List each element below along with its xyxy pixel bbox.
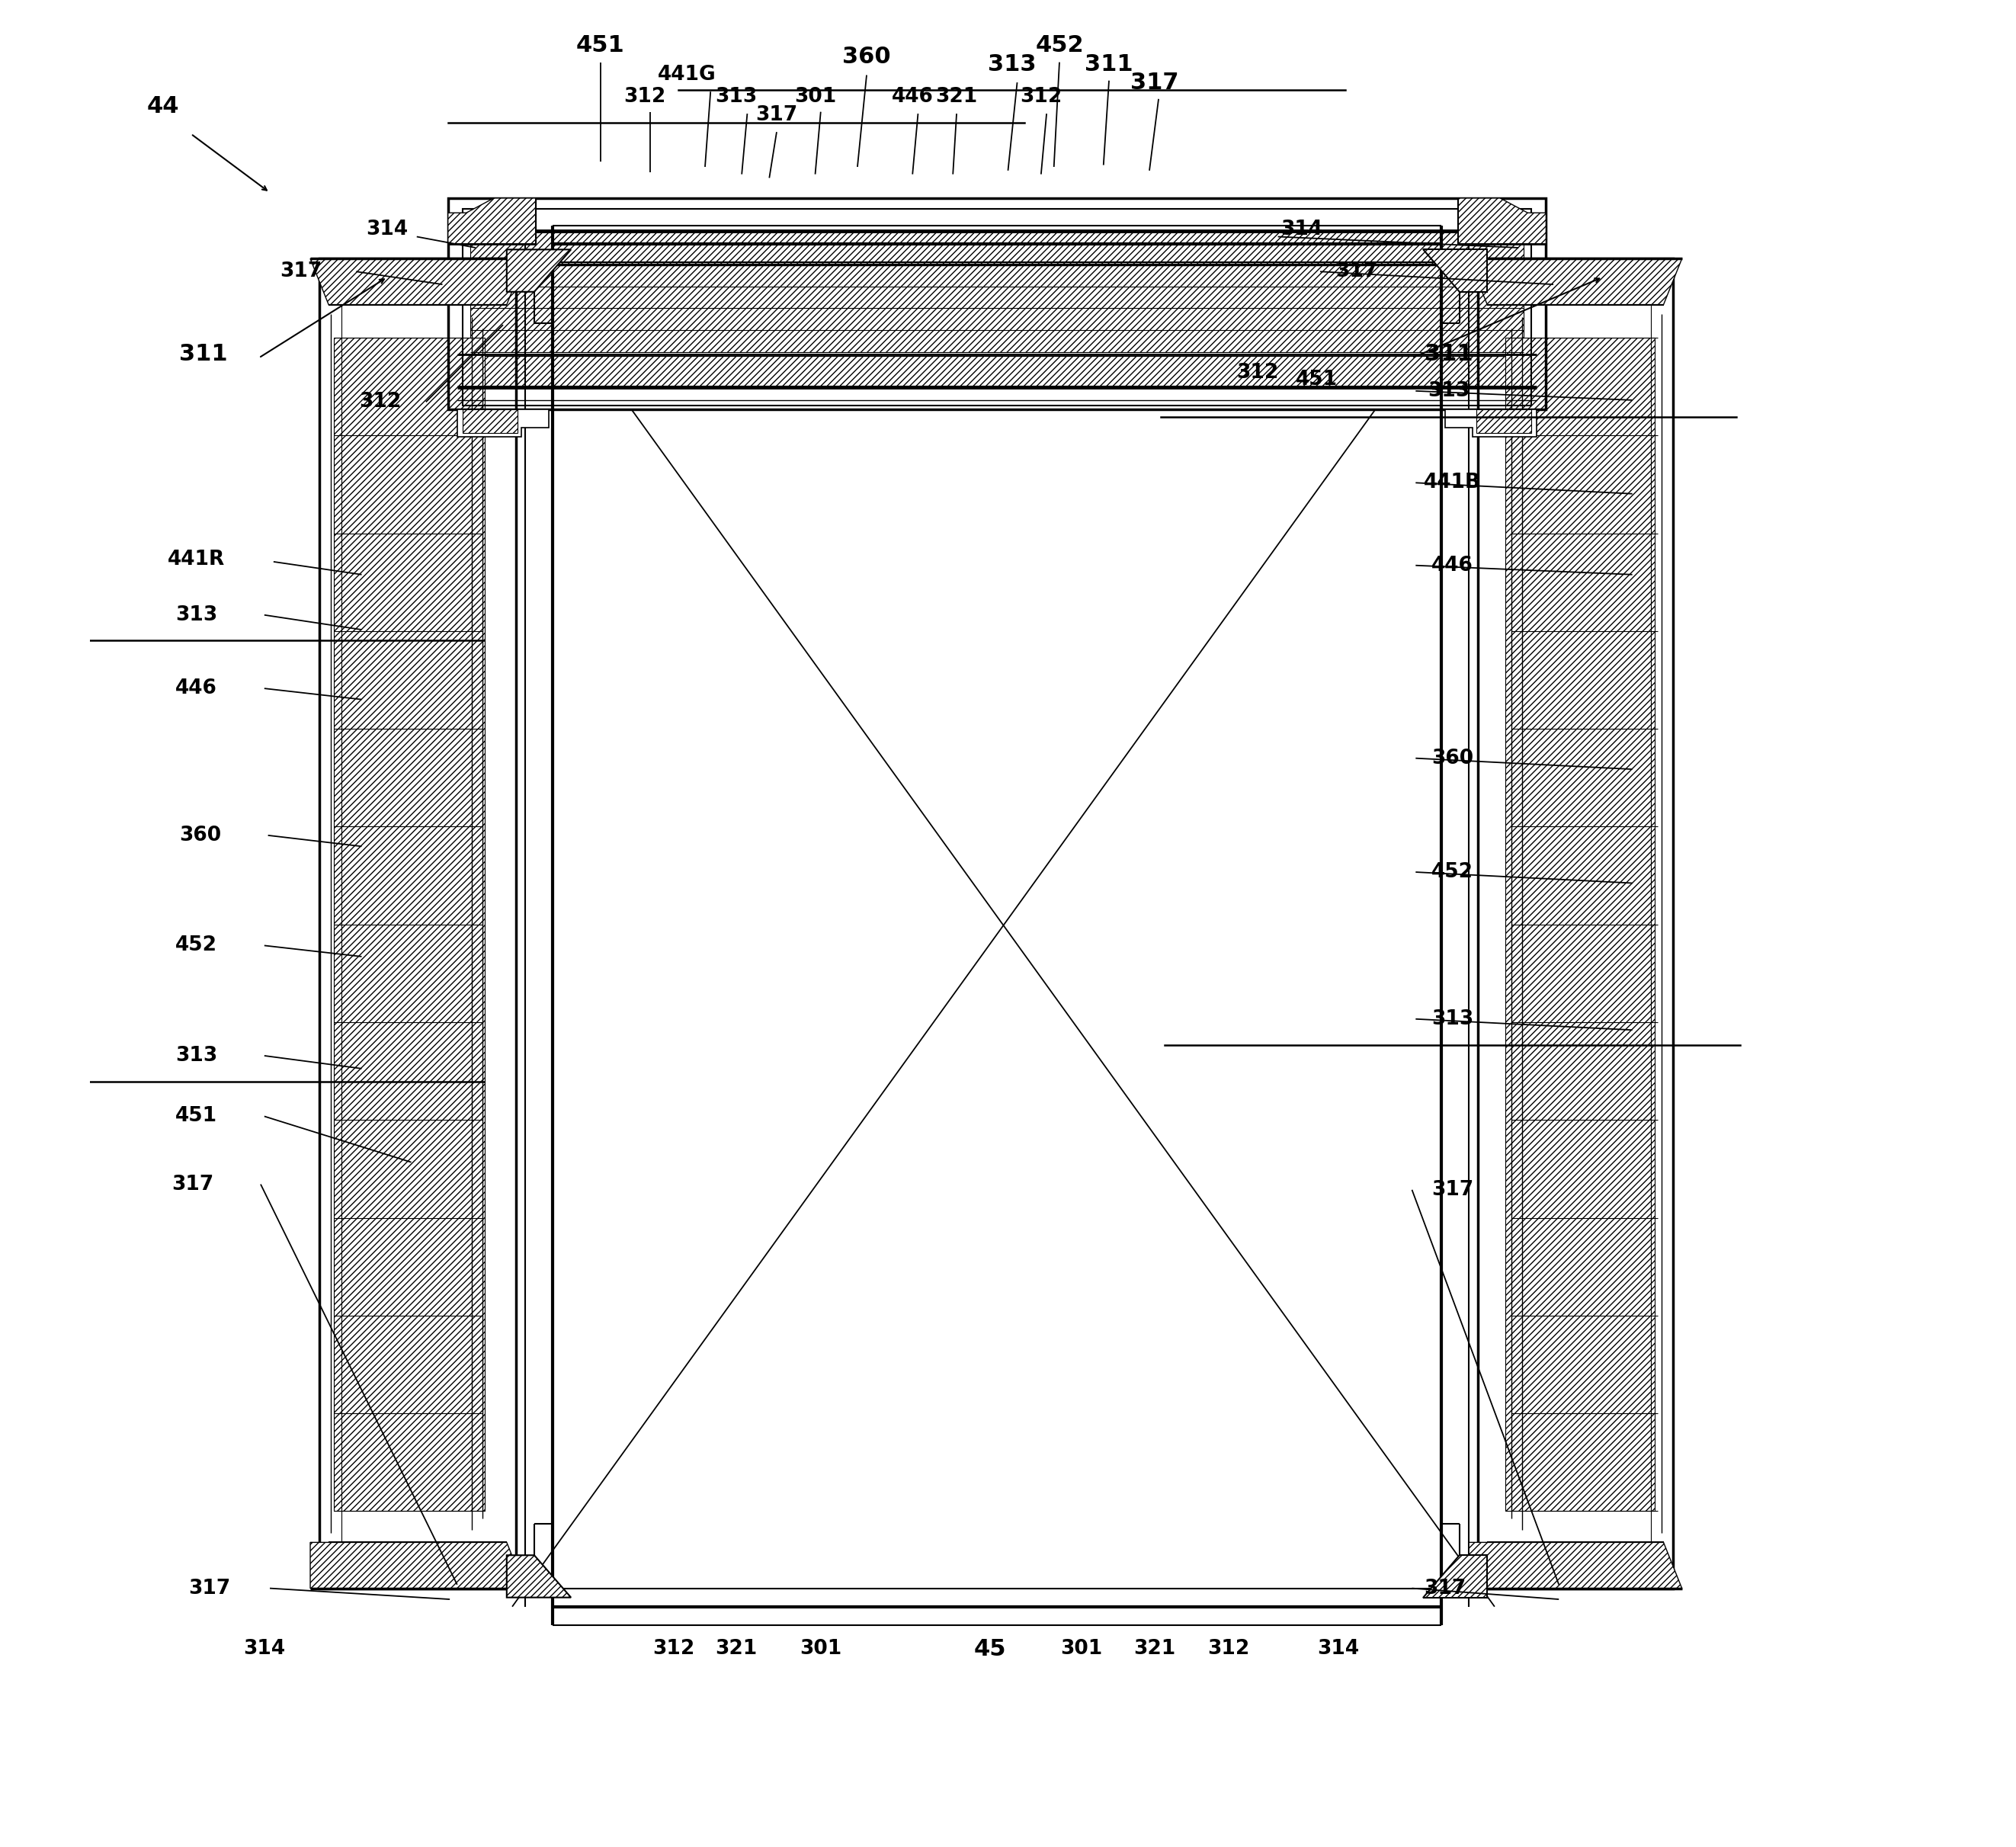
Polygon shape <box>310 1542 524 1588</box>
Bar <box>470 231 1524 264</box>
Text: 301: 301 <box>1060 1638 1103 1659</box>
Text: 314: 314 <box>1280 220 1322 240</box>
Text: 446: 446 <box>175 678 218 698</box>
Text: 313: 313 <box>988 54 1036 76</box>
Text: 321: 321 <box>935 87 978 107</box>
Polygon shape <box>1458 198 1546 244</box>
Text: 314: 314 <box>244 1638 286 1659</box>
Polygon shape <box>1423 249 1488 292</box>
Text: 313: 313 <box>716 87 758 107</box>
Polygon shape <box>1445 410 1536 438</box>
Text: 317: 317 <box>756 105 798 126</box>
Text: 313: 313 <box>175 1045 218 1066</box>
Text: 313: 313 <box>175 606 218 624</box>
Polygon shape <box>1470 1542 1681 1588</box>
Bar <box>470 264 1524 353</box>
Text: 312: 312 <box>623 87 665 107</box>
Text: 301: 301 <box>800 1638 843 1659</box>
Text: 441B: 441B <box>1423 473 1482 493</box>
Text: 317: 317 <box>171 1175 214 1195</box>
Text: 317: 317 <box>1131 72 1179 94</box>
Text: 321: 321 <box>1133 1638 1175 1659</box>
Text: 314: 314 <box>1318 1638 1359 1659</box>
Text: 451: 451 <box>1296 369 1337 390</box>
Bar <box>1478 259 1673 1588</box>
Text: 311: 311 <box>179 344 228 366</box>
Bar <box>319 259 516 1588</box>
Text: 360: 360 <box>843 46 891 68</box>
Text: 311: 311 <box>1425 344 1474 366</box>
Polygon shape <box>1470 259 1681 305</box>
Bar <box>335 338 484 1511</box>
Text: 317: 317 <box>1337 262 1377 281</box>
Bar <box>448 198 1546 410</box>
Text: 313: 313 <box>1427 380 1470 401</box>
Text: 312: 312 <box>1020 87 1062 107</box>
Text: 441R: 441R <box>167 550 226 571</box>
Text: 317: 317 <box>187 1579 230 1598</box>
Bar <box>462 209 1532 406</box>
Text: 312: 312 <box>1236 362 1278 382</box>
Polygon shape <box>506 249 571 292</box>
Text: 45: 45 <box>974 1638 1006 1660</box>
Text: 312: 312 <box>359 392 401 412</box>
Polygon shape <box>458 410 548 438</box>
Text: 360: 360 <box>179 826 222 846</box>
Text: 360: 360 <box>1431 748 1474 768</box>
Text: 452: 452 <box>1034 35 1085 57</box>
Text: 317: 317 <box>1431 1180 1474 1201</box>
Bar <box>319 259 516 1588</box>
Text: 441G: 441G <box>657 65 716 85</box>
Text: 451: 451 <box>175 1106 218 1127</box>
Polygon shape <box>506 1555 571 1598</box>
Text: 446: 446 <box>891 87 933 107</box>
Text: 312: 312 <box>653 1638 696 1659</box>
Text: 311: 311 <box>1085 54 1133 76</box>
Bar <box>470 356 1524 386</box>
Text: 446: 446 <box>1431 556 1474 574</box>
Bar <box>1478 259 1673 1588</box>
Polygon shape <box>1423 1555 1488 1598</box>
Bar <box>1476 410 1532 434</box>
Polygon shape <box>310 259 524 305</box>
Bar <box>462 410 518 434</box>
Bar <box>448 198 1546 410</box>
Text: 317: 317 <box>1423 1579 1466 1598</box>
Text: 301: 301 <box>794 87 837 107</box>
Text: 313: 313 <box>1431 1008 1474 1029</box>
Bar <box>1506 338 1655 1511</box>
Text: 452: 452 <box>1431 863 1474 883</box>
Text: 312: 312 <box>1208 1638 1250 1659</box>
Text: 321: 321 <box>716 1638 758 1659</box>
Text: 317: 317 <box>280 262 323 281</box>
Text: 452: 452 <box>175 936 218 955</box>
Text: 314: 314 <box>367 220 409 240</box>
Polygon shape <box>448 198 536 244</box>
Text: 451: 451 <box>577 35 625 57</box>
Text: 44: 44 <box>147 96 179 118</box>
